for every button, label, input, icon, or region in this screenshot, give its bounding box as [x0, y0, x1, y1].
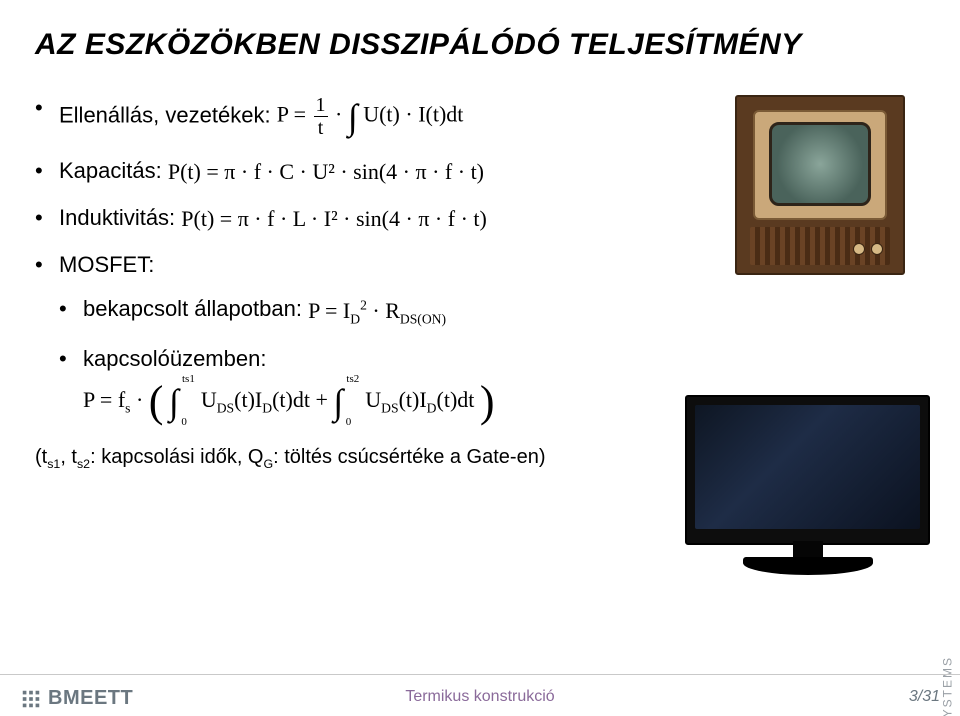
paren-left: ( [149, 380, 164, 424]
footer-logo: BMEETT [20, 687, 133, 710]
logo-icon [20, 688, 42, 710]
footer: BMEETT Termikus konstrukció 3/31 [0, 674, 960, 716]
bullet-mosfet: MOSFET: bekapcsolt állapotban: P = ID2 ·… [35, 252, 655, 423]
label-resistance: Ellenállás, vezetékek: [59, 102, 271, 127]
logo-text: BMEETT [48, 687, 133, 710]
label-mosfet: MOSFET: [59, 252, 154, 277]
note-line: (ts1, ts2: kapcsolási idők, QG: töltés c… [35, 446, 655, 469]
slide-title: AZ ESZKÖZÖKBEN DISSZIPÁLÓDÓ TELJESÍTMÉNY [35, 28, 802, 62]
bullet-capacitance: Kapacitás: P(t) = π · f · C · U² · sin(4… [35, 158, 655, 185]
bullet-mosfet-sw: kapcsolóüzemben: P = fs · ( ∫ts10 UDS(t)… [59, 346, 655, 424]
eq-mosfet-on: P = ID2 · RDS(ON) [308, 298, 446, 324]
integral-icon: ∫ts20 [333, 384, 343, 420]
label-mosfet-sw: kapcsolóüzemben: [83, 346, 266, 371]
eq-mosfet-sw: P = fs · ( ∫ts10 UDS(t)ID(t)dt + ∫ts20 U… [83, 380, 495, 424]
content-area: Ellenállás, vezetékek: P = 1 t · ∫ U(t) … [35, 95, 655, 469]
footer-page-number: 3/31 [909, 688, 940, 706]
label-mosfet-on: bekapcsolt állapotban: [83, 296, 302, 321]
label-inductance: Induktivitás: [59, 205, 175, 230]
image-flat-tv [685, 395, 930, 575]
bullet-inductance: Induktivitás: P(t) = π · f · L · I² · si… [35, 205, 655, 232]
paren-right: ) [480, 380, 495, 424]
label-capacitance: Kapacitás: [59, 158, 162, 183]
slide: AZ ESZKÖZÖKBEN DISSZIPÁLÓDÓ TELJESÍTMÉNY… [0, 0, 960, 716]
eq-capacitance: P(t) = π · f · C · U² · sin(4 · π · f · … [168, 159, 484, 185]
integral-icon: ∫ts10 [169, 384, 179, 420]
eq-resistance: P = 1 t · ∫ U(t) · I(t)dt [277, 95, 464, 138]
eq-inductance: P(t) = π · f · L · I² · sin(4 · π · f · … [181, 206, 487, 232]
integral-icon: ∫ [348, 99, 358, 135]
fraction: 1 t [314, 95, 328, 138]
bullet-mosfet-on: bekapcsolt állapotban: P = ID2 · RDS(ON) [59, 296, 655, 323]
bullet-resistance: Ellenállás, vezetékek: P = 1 t · ∫ U(t) … [35, 95, 655, 138]
image-old-tv [735, 95, 905, 275]
footer-center: Termikus konstrukció [405, 688, 554, 706]
